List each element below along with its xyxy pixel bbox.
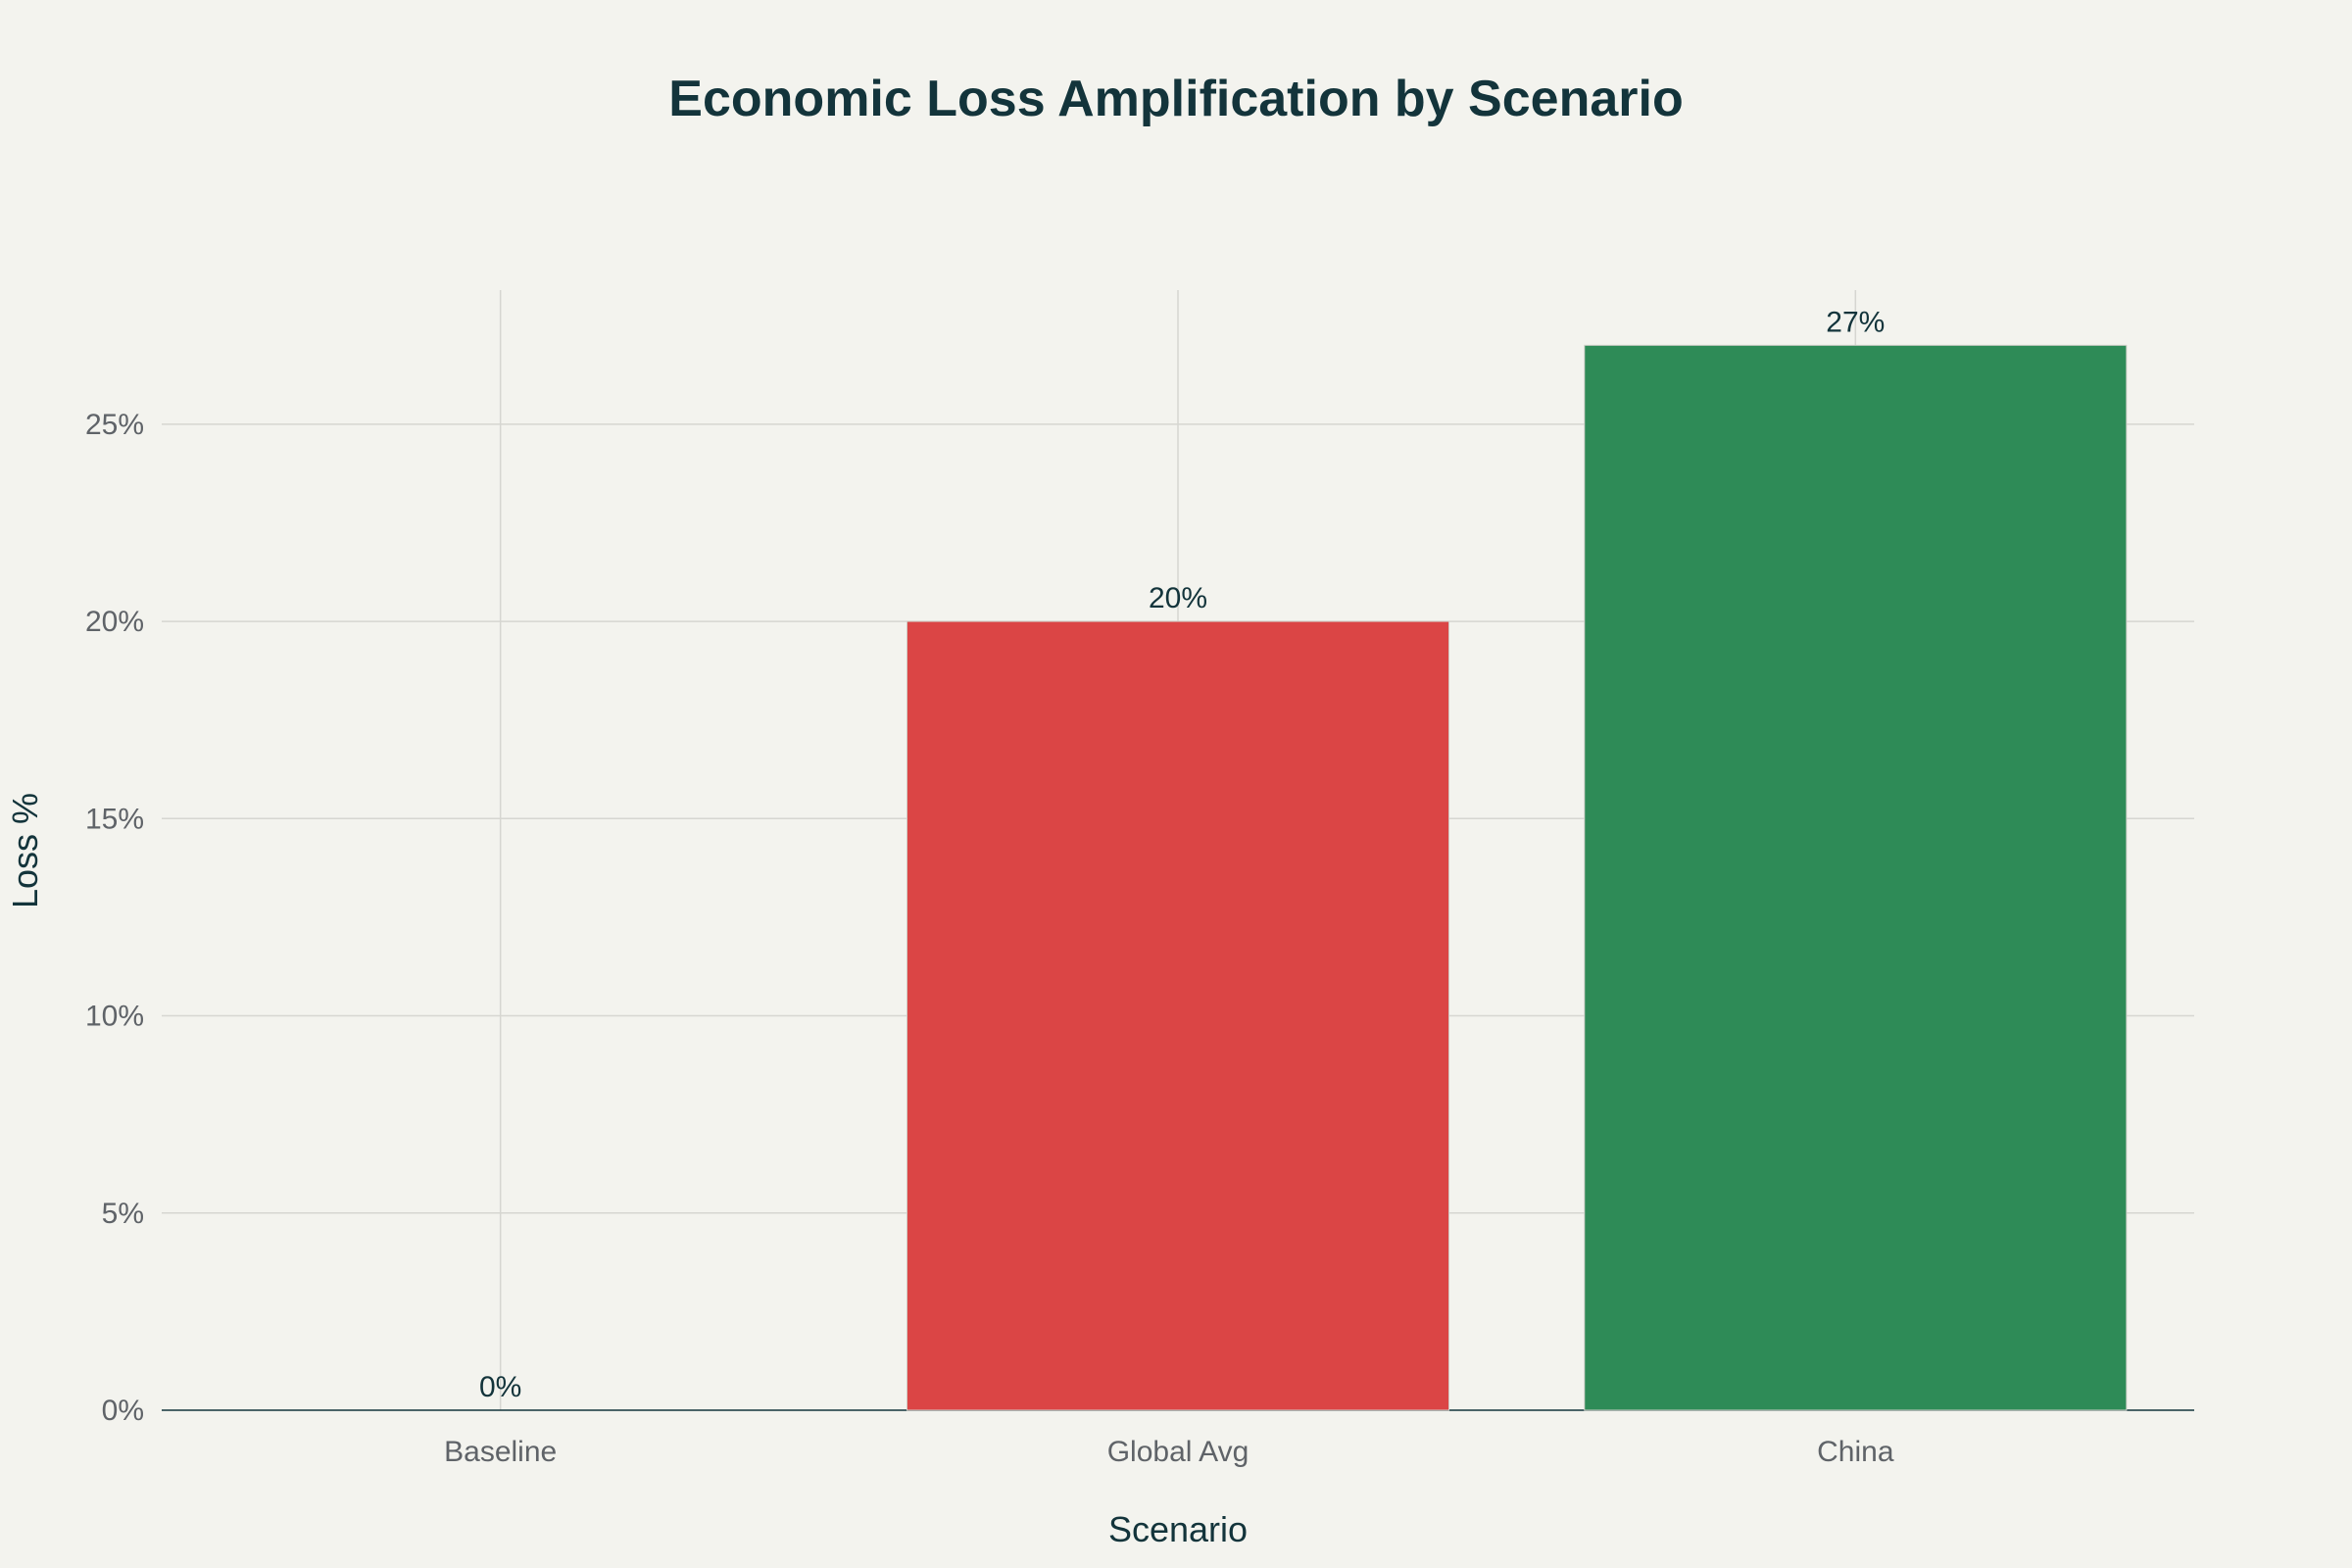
- x-axis-label: Scenario: [1108, 1509, 1248, 1549]
- y-tick-label: 10%: [85, 1001, 144, 1033]
- data-label: 27%: [1826, 306, 1885, 338]
- data-labels: 0% 20% 27%: [479, 306, 1885, 1403]
- data-label: 0%: [479, 1371, 521, 1403]
- y-tick-label: 15%: [85, 803, 144, 835]
- y-tick-label: 0%: [102, 1395, 144, 1427]
- x-tick-label: Global Avg: [1107, 1436, 1250, 1468]
- x-tick-label: China: [1817, 1436, 1894, 1468]
- y-axis-ticks: 0% 5% 10% 15% 20% 25%: [85, 409, 144, 1427]
- y-tick-label: 25%: [85, 409, 144, 441]
- y-axis-label: Loss %: [5, 793, 45, 908]
- x-tick-label: Baseline: [444, 1436, 557, 1468]
- data-label: 20%: [1149, 582, 1207, 614]
- bars: [906, 344, 2128, 1411]
- chart-title: Economic Loss Amplification by Scenario: [668, 71, 1683, 127]
- bar-global-avg: [906, 620, 1450, 1411]
- x-axis-ticks: Baseline Global Avg China: [444, 1436, 1894, 1468]
- bar-china: [1584, 344, 2128, 1411]
- y-tick-label: 5%: [102, 1198, 144, 1230]
- y-tick-label: 20%: [85, 606, 144, 638]
